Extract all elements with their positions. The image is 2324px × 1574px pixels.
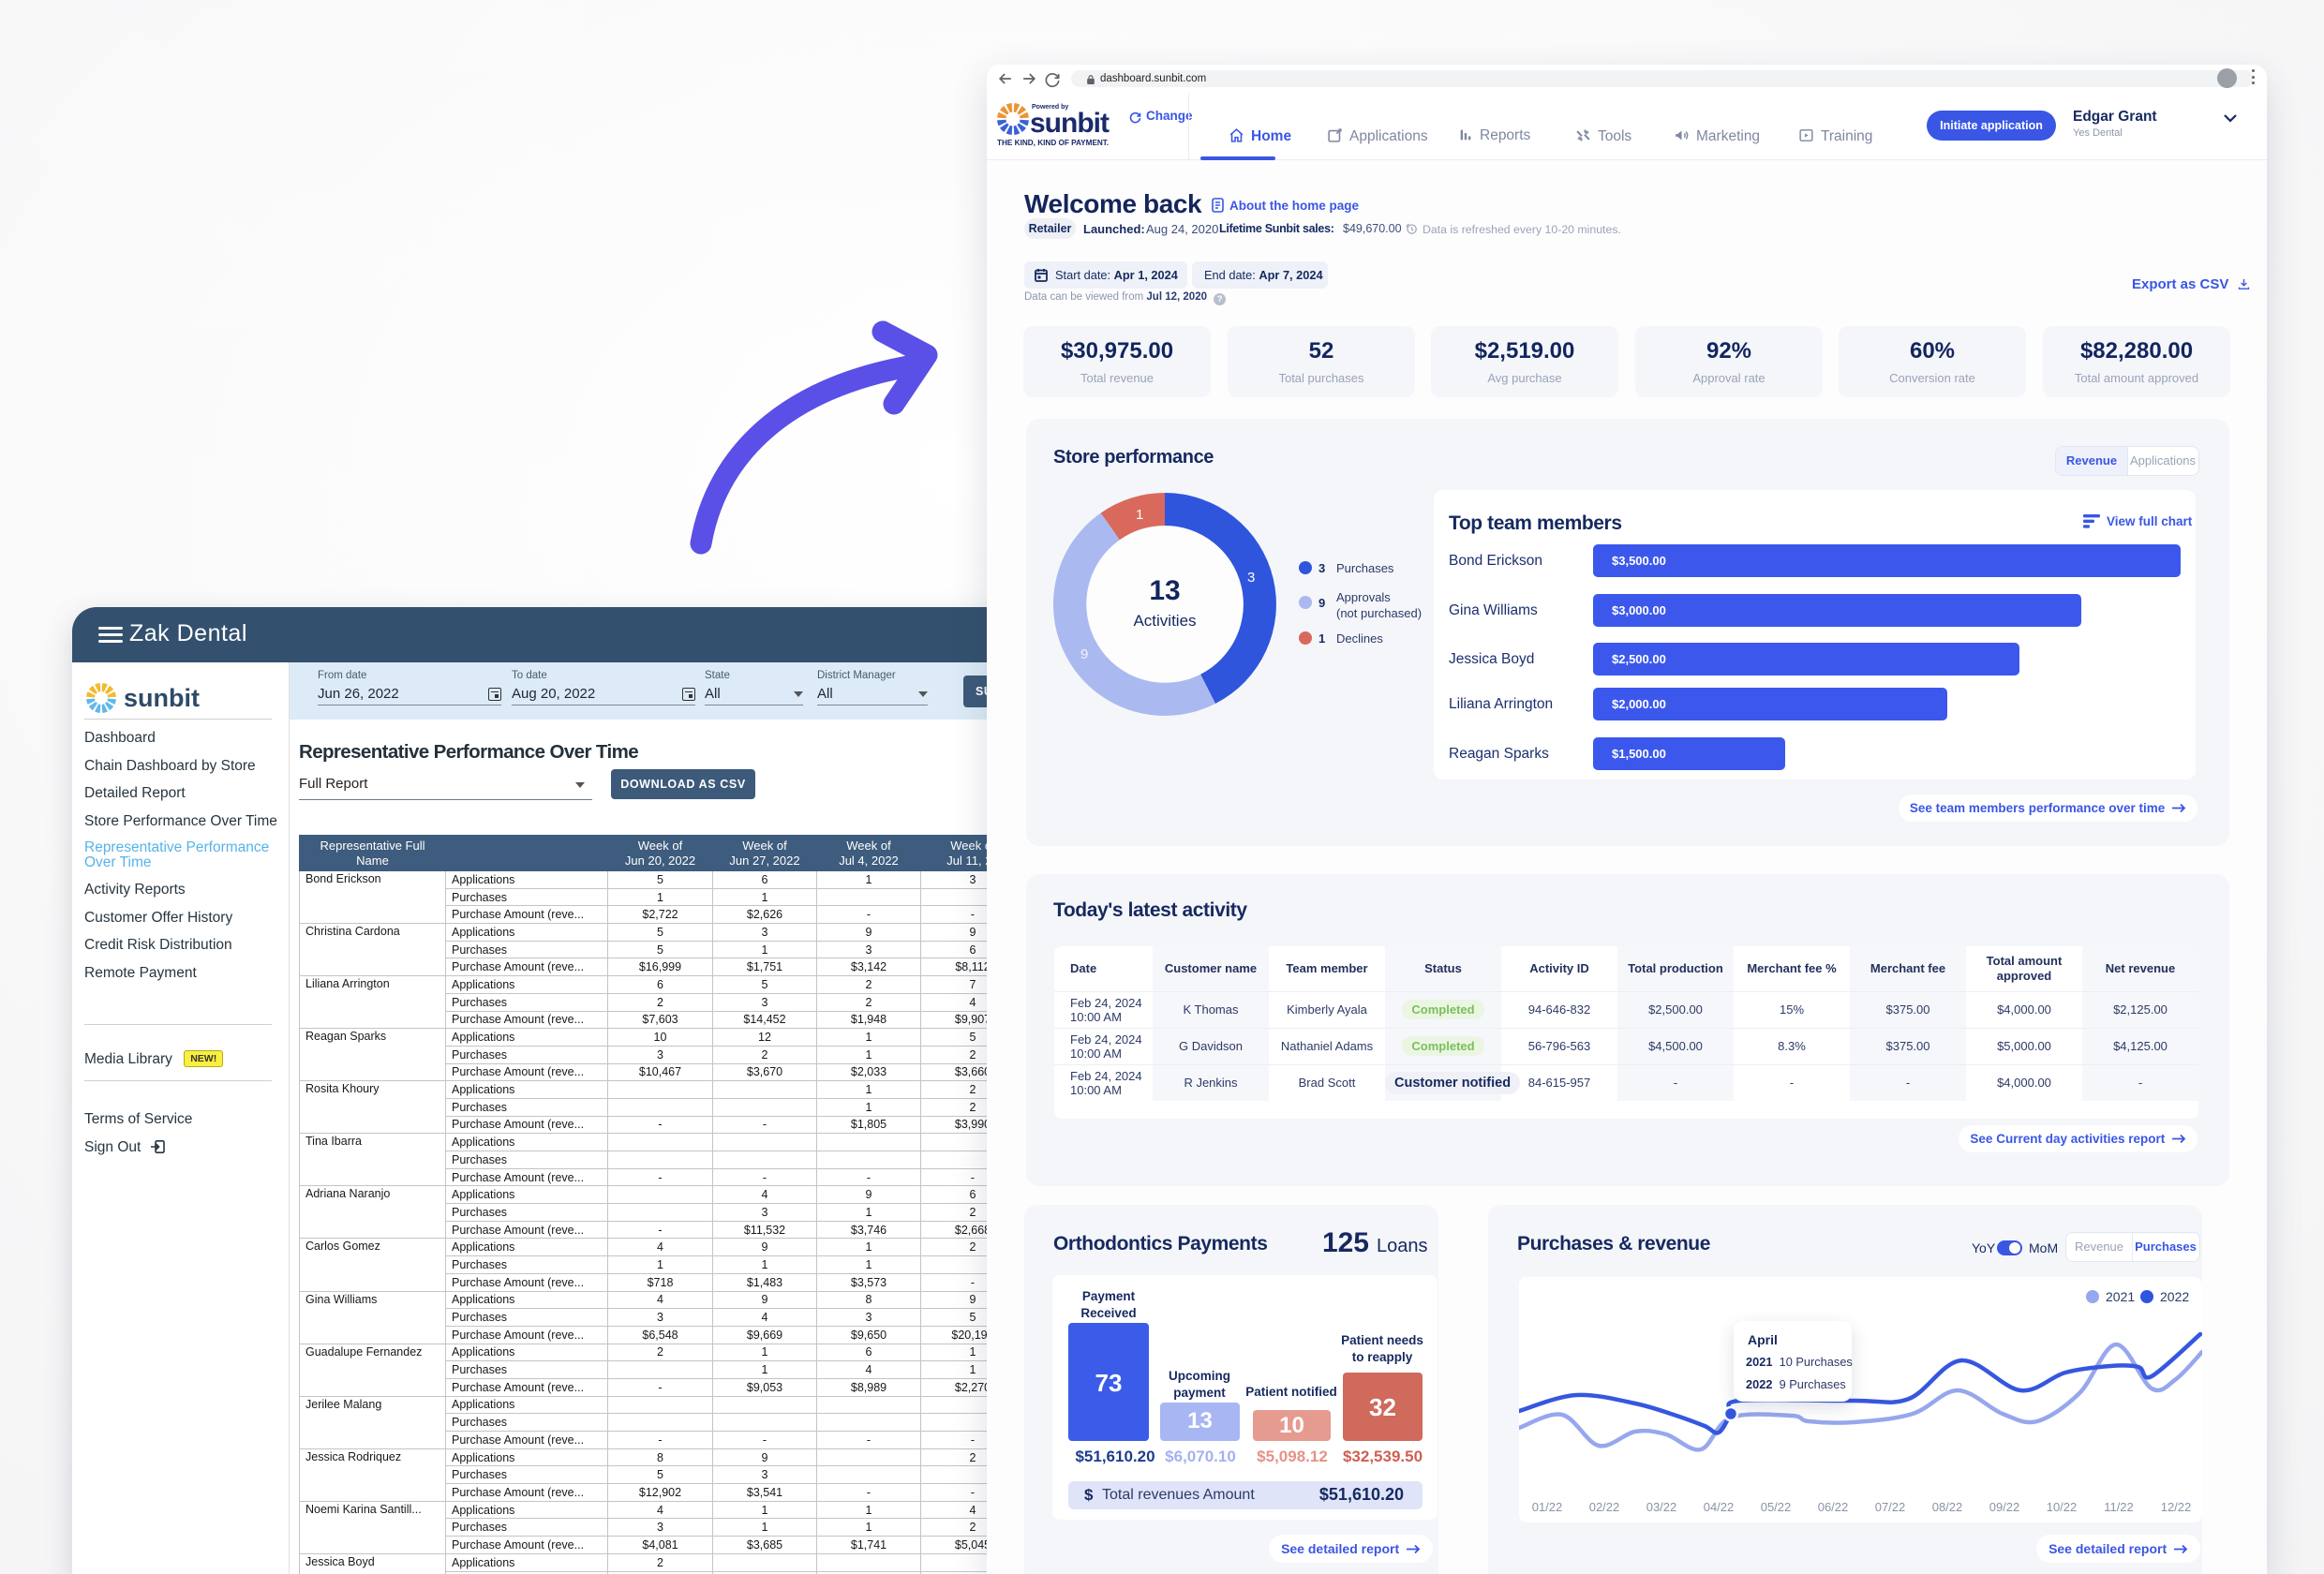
svg-text:sunbit: sunbit	[1030, 108, 1110, 139]
svg-text:THE KIND, KIND OF PAYMENT.: THE KIND, KIND OF PAYMENT.	[997, 139, 1109, 147]
svg-text:Powered by: Powered by	[1032, 104, 1068, 111]
svg-text:sunbit: sunbit	[124, 684, 200, 712]
